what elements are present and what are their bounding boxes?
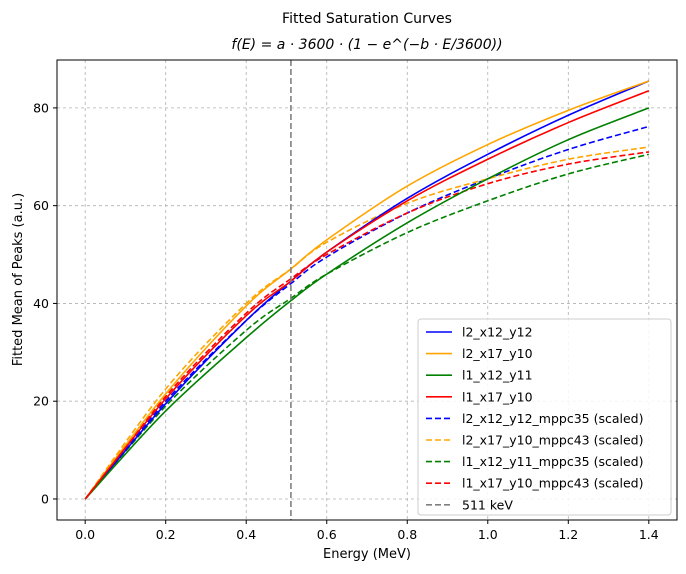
series-line-l1-x17-y10	[84, 90, 650, 500]
y-tick-label: 20	[33, 394, 49, 409]
ticks: 0.0 0.2 0.4 0.6 0.8 1.0 1.2 1.4 0 20 40 60 80	[33, 100, 659, 542]
series-line-l1-x12-y11-mppc35-scaled-	[84, 153, 650, 500]
x-tick-label: 0.8	[397, 527, 417, 542]
x-tick-label: 1.2	[558, 527, 578, 542]
x-tick-label: 0.6	[317, 527, 337, 542]
legend-label: 511 keV	[462, 497, 513, 512]
legend-label: l1_x17_y10_mppc43 (scaled)	[462, 476, 643, 491]
x-tick-label: 0.2	[156, 527, 176, 542]
x-tick-label: 0.0	[75, 527, 95, 542]
y-tick-label: 0	[41, 491, 49, 506]
series-line-l2-x17-y10-mppc43-scaled-	[84, 146, 649, 500]
series-line-l1-x12-y11	[84, 107, 650, 500]
x-tick-label: 1.0	[478, 527, 498, 542]
legend-label: l1_x17_y10	[462, 389, 533, 404]
plot-frame	[56, 59, 678, 521]
y-tick-label: 60	[33, 198, 49, 213]
legend-label: l2_x17_y10	[462, 346, 533, 361]
chart-title: Fitted Saturation Curves	[282, 11, 452, 27]
series-line-l1-x17-y10-mppc43-scaled-	[84, 151, 649, 500]
legend-label: l2_x12_y12_mppc35 (scaled)	[462, 411, 643, 426]
y-tick-label: 40	[33, 296, 49, 311]
x-tick-label: 1.4	[639, 527, 659, 542]
legend-label: l1_x12_y11	[462, 368, 533, 383]
legend-box	[417, 318, 672, 516]
series-line-l2-x17-y10	[84, 80, 650, 500]
legend-label: l1_x12_y11_mppc35 (scaled)	[462, 454, 643, 469]
series-line-l2-x12-y12-mppc35-scaled-	[84, 125, 650, 500]
chart-subtitle: f(E) = a · 3600 · (1 − e^(−b · E/3600))	[231, 37, 502, 53]
x-axis-label: Energy (MeV)	[323, 547, 411, 562]
y-tick-label: 80	[33, 100, 49, 115]
x-tick-label: 0.4	[236, 527, 256, 542]
y-axis-label: Fitted Mean of Peaks (a.u.)	[11, 193, 26, 366]
series-layer	[84, 60, 650, 520]
legend: l2_x12_y12 l2_x17_y10 l1_x12_y11 l1_x17_y10…	[417, 318, 672, 516]
legend-label: l2_x17_y10_mppc43 (scaled)	[462, 433, 643, 448]
legend-label: l2_x12_y12	[462, 325, 533, 340]
